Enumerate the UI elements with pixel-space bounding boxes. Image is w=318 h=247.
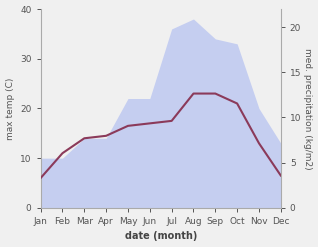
Y-axis label: max temp (C): max temp (C)	[5, 77, 15, 140]
Y-axis label: med. precipitation (kg/m2): med. precipitation (kg/m2)	[303, 48, 313, 169]
X-axis label: date (month): date (month)	[125, 231, 197, 242]
